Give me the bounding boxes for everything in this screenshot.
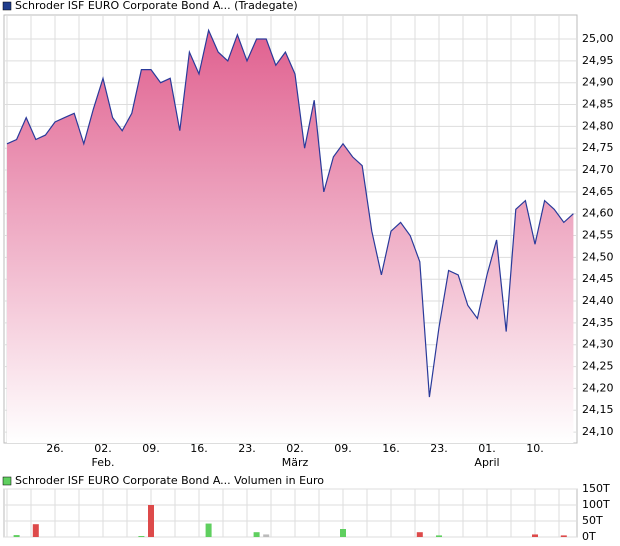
volume-bar xyxy=(340,529,346,537)
volume-bar xyxy=(263,534,270,537)
volume-bar xyxy=(13,535,20,537)
y-tick-label: 24,15 xyxy=(582,403,614,416)
y-tick-label: 24,30 xyxy=(582,338,614,351)
chart-title: Schroder ISF EURO Corporate Bond A... (T… xyxy=(15,0,298,12)
y-tick-label: 24,60 xyxy=(582,207,614,220)
x-tick-label: 16. xyxy=(382,442,400,455)
y-tick-label: 50T xyxy=(582,514,603,527)
volume-bar xyxy=(148,505,154,537)
y-tick-label: 24,85 xyxy=(582,98,614,111)
y-tick-label: 24,10 xyxy=(582,425,614,438)
x-tick-label: 02. xyxy=(286,442,304,455)
y-tick-label: 25,00 xyxy=(582,32,614,45)
y-tick-label: 24,95 xyxy=(582,54,614,67)
y-tick-label: 24,65 xyxy=(582,185,614,198)
x-tick-label: 16. xyxy=(190,442,208,455)
x-tick-label: 23. xyxy=(430,442,448,455)
y-tick-label: 24,55 xyxy=(582,229,614,242)
y-tick-label: 24,20 xyxy=(582,381,614,394)
x-tick-label: 10. xyxy=(526,442,544,455)
y-tick-label: 24,70 xyxy=(582,163,614,176)
y-tick-label: 24,50 xyxy=(582,250,614,263)
legend-swatch xyxy=(2,1,12,11)
x-month-label: April xyxy=(474,456,499,469)
plot-area xyxy=(3,488,578,538)
y-tick-label: 100T xyxy=(582,498,610,511)
x-tick-label: 09. xyxy=(334,442,352,455)
y-tick-label: 24,90 xyxy=(582,76,614,89)
price-line xyxy=(6,28,574,398)
y-tick-label: 24,80 xyxy=(582,119,614,132)
volume-bar xyxy=(138,536,145,537)
x-tick-label: 26. xyxy=(46,442,64,455)
volume-bar xyxy=(416,532,423,537)
y-tick-label: 24,75 xyxy=(582,141,614,154)
x-tick-label: 23. xyxy=(238,442,256,455)
y-tick-label: 0T xyxy=(582,530,596,543)
volume-bar xyxy=(32,524,39,537)
y-tick-label: 24,45 xyxy=(582,272,614,285)
y-tick-label: 24,25 xyxy=(582,360,614,373)
y-tick-label: 24,35 xyxy=(582,316,614,329)
y-tick-label: 24,40 xyxy=(582,294,614,307)
volume-bar xyxy=(560,535,567,537)
volume-bar xyxy=(205,523,212,537)
price-area xyxy=(7,30,574,444)
volume-bar xyxy=(253,532,260,537)
volume-bar xyxy=(532,534,538,537)
x-tick-label: 09. xyxy=(142,442,160,455)
volume-bar xyxy=(436,535,442,537)
x-tick-label: 01. xyxy=(478,442,496,455)
legend-swatch xyxy=(2,476,12,486)
chart-title: Schroder ISF EURO Corporate Bond A... Vo… xyxy=(15,474,324,487)
y-tick-label: 150T xyxy=(582,482,610,495)
x-tick-label: 02. xyxy=(94,442,112,455)
x-month-label: Feb. xyxy=(92,456,115,469)
x-month-label: März xyxy=(282,456,309,469)
